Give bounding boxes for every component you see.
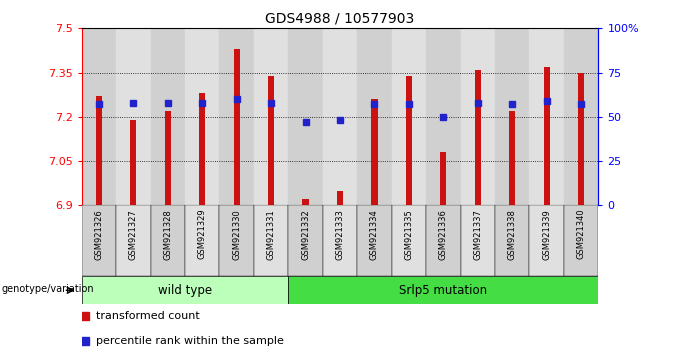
Bar [460,205,495,276]
Bar [82,205,116,276]
Bar [288,276,598,304]
Text: GSM921338: GSM921338 [508,209,517,260]
Bar [233,49,240,205]
Title: GDS4988 / 10577903: GDS4988 / 10577903 [265,12,415,26]
Text: GSM921335: GSM921335 [405,209,413,259]
Bar [268,75,274,205]
Bar [475,70,481,205]
Bar [426,205,460,276]
Bar [116,205,150,276]
Bar [543,67,550,205]
Text: GSM921327: GSM921327 [129,209,138,259]
Text: GSM921340: GSM921340 [577,209,585,259]
Text: GSM921326: GSM921326 [95,209,103,259]
Text: GSM921339: GSM921339 [542,209,551,259]
Text: GSM921328: GSM921328 [163,209,172,259]
Bar [323,205,357,276]
Bar [495,28,530,205]
Bar [426,28,460,205]
Bar [82,28,116,205]
Bar [495,205,530,276]
Text: GSM921333: GSM921333 [335,209,345,260]
Bar [288,28,323,205]
Bar [288,205,323,276]
Bar [406,75,412,205]
Bar [116,28,150,205]
Text: GSM921331: GSM921331 [267,209,275,259]
Text: GSM921330: GSM921330 [232,209,241,259]
Bar [220,28,254,205]
Bar [371,99,377,205]
Bar [578,73,584,205]
Bar [199,93,205,205]
Bar [150,28,185,205]
Text: GSM921332: GSM921332 [301,209,310,259]
Text: GSM921329: GSM921329 [198,209,207,259]
Bar [130,120,137,205]
Bar [303,199,309,205]
Bar [254,28,288,205]
Text: percentile rank within the sample: percentile rank within the sample [96,336,284,346]
Bar [564,28,598,205]
Text: Srlp5 mutation: Srlp5 mutation [399,284,488,297]
Text: transformed count: transformed count [96,311,200,321]
Bar [165,111,171,205]
Bar [357,205,392,276]
Bar [564,205,598,276]
Bar [323,28,357,205]
Text: genotype/variation: genotype/variation [1,284,95,294]
Bar [392,28,426,205]
Bar [357,28,392,205]
Text: GSM921336: GSM921336 [439,209,448,260]
Bar [530,205,564,276]
Bar [96,96,102,205]
Bar [509,111,515,205]
Bar [185,205,220,276]
Bar [392,205,426,276]
Bar [82,276,288,304]
Bar [150,205,185,276]
Bar [220,205,254,276]
Bar [530,28,564,205]
Bar [337,190,343,205]
Text: wild type: wild type [158,284,212,297]
Bar [460,28,495,205]
Text: GSM921337: GSM921337 [473,209,482,260]
Bar [185,28,220,205]
Bar [254,205,288,276]
Bar [440,152,447,205]
Text: GSM921334: GSM921334 [370,209,379,259]
